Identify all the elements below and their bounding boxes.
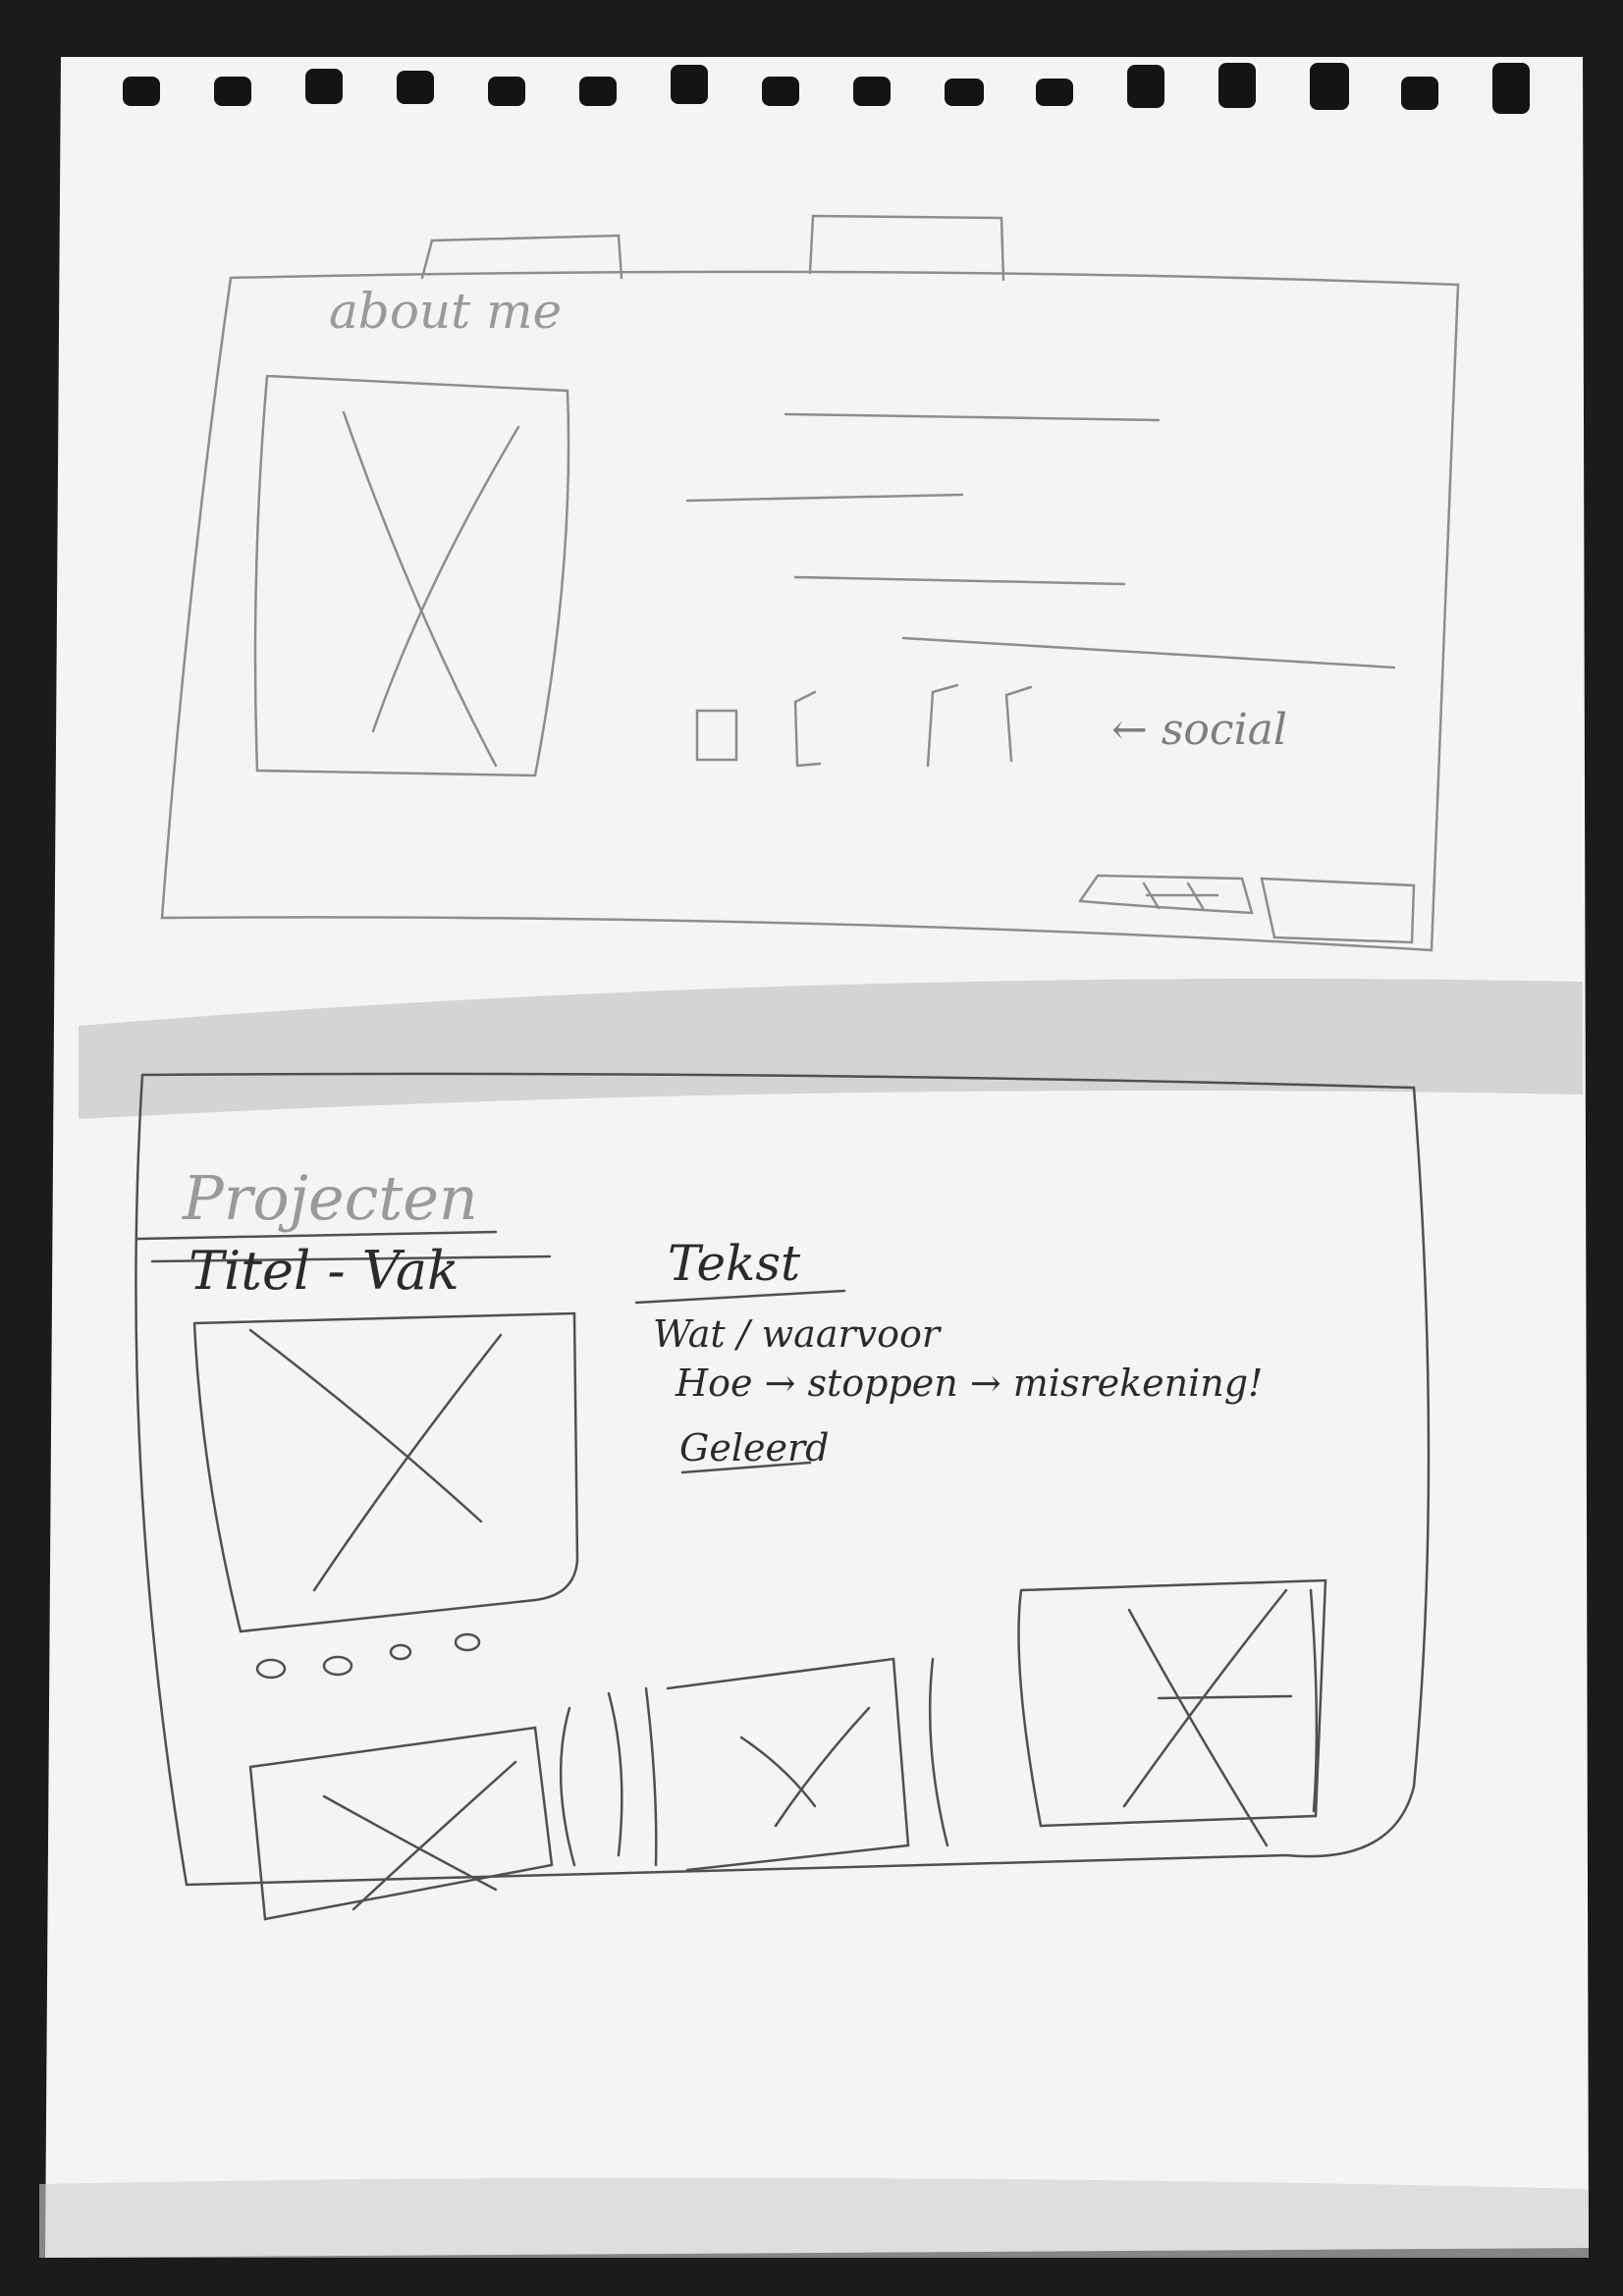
binding-hole — [305, 69, 343, 104]
footer-button-sketch — [1260, 877, 1416, 944]
binding-hole — [945, 79, 984, 106]
binding-hole — [1310, 63, 1349, 110]
binding-hole — [579, 77, 617, 106]
text-line — [784, 412, 1161, 422]
binding-hole — [762, 77, 799, 106]
project-subheading: Tekst — [668, 1235, 801, 1292]
thumbnail-3-bar — [1309, 1588, 1319, 1813]
heading-underline — [135, 1230, 498, 1241]
image-cross-2 — [371, 425, 520, 733]
text-line — [793, 575, 1126, 586]
thumbnail-3 — [1017, 1578, 1327, 1828]
binding-hole — [488, 77, 525, 106]
subheading-underline — [634, 1289, 846, 1305]
binding-hole — [1218, 63, 1256, 108]
projects-wireframe — [135, 1072, 1431, 1921]
thumbnail-2 — [666, 1657, 910, 1872]
thumbnail-2-bars — [559, 1686, 658, 1867]
project-title-line: Titel - Vak — [189, 1240, 460, 1302]
project-text-line-1: Wat / waarvoor — [653, 1312, 941, 1356]
thumbnail-1-cross — [322, 1760, 517, 1911]
binding-hole — [1492, 63, 1530, 114]
about-wireframe — [160, 214, 1460, 952]
about-heading: about me — [329, 283, 563, 340]
binding-hole — [1036, 79, 1073, 106]
project-text-line-2: Hoe → stoppen → misrekening! — [676, 1362, 1264, 1405]
project-main-image — [192, 1311, 579, 1633]
binding-hole — [214, 77, 251, 106]
social-icon-box — [793, 690, 822, 768]
social-icon-box — [926, 683, 959, 768]
nav-tab-1 — [420, 234, 623, 280]
image-cross-2 — [312, 1333, 503, 1592]
carousel-dots — [255, 1632, 481, 1680]
binding-hole — [123, 77, 160, 106]
notebook-page — [45, 57, 1589, 2258]
image-cross-1 — [342, 410, 498, 768]
binding-hole — [671, 65, 708, 104]
about-image-placeholder — [253, 374, 570, 777]
image-cross-1 — [248, 1328, 483, 1523]
thumbnail-1 — [248, 1726, 554, 1921]
project-text-line-3: Geleerd — [679, 1426, 830, 1469]
binding-hole — [1401, 77, 1438, 110]
social-note: ← social — [1111, 705, 1287, 755]
projects-frame — [135, 1072, 1431, 1887]
footer-button-sketch — [1078, 874, 1254, 915]
text-line — [901, 636, 1396, 669]
text-underline — [680, 1461, 812, 1474]
binding-hole — [853, 77, 891, 106]
title-underline — [150, 1255, 552, 1263]
page-bottom-shadow — [39, 2177, 1589, 2258]
text-line — [685, 493, 964, 503]
binding-hole — [397, 71, 434, 104]
thumbnail-2-cross — [739, 1706, 871, 1828]
thumbnail-3-bars — [928, 1657, 949, 1847]
binding-hole — [1127, 65, 1164, 108]
page-fold-shadow — [79, 979, 1583, 1119]
nav-tab-2 — [808, 214, 1005, 282]
social-icon-box — [695, 709, 738, 762]
thumbnail-3-cross — [1122, 1588, 1293, 1847]
projects-heading: Projecten — [183, 1162, 478, 1234]
spiral-binding — [123, 63, 1530, 114]
social-icon-box — [1004, 685, 1033, 763]
about-frame — [160, 270, 1460, 952]
